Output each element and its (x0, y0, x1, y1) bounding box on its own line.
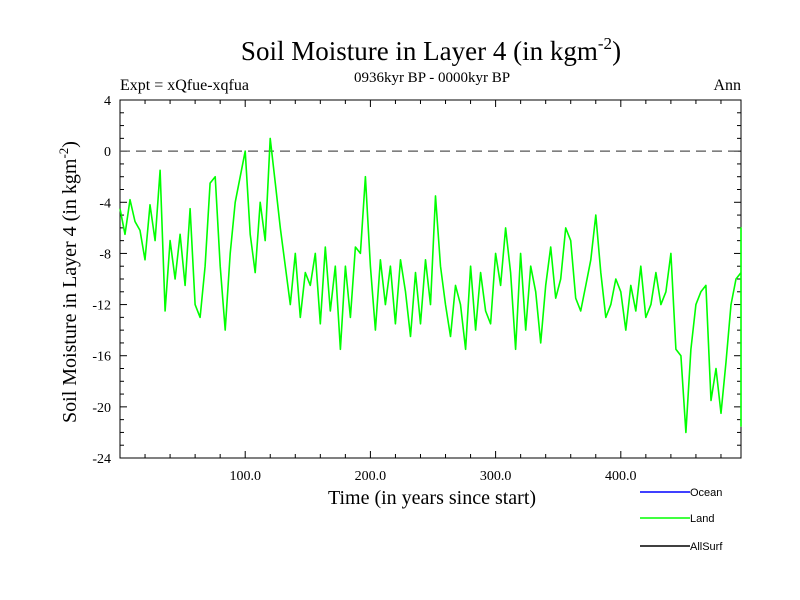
legend-label-allsurf: AllSurf (690, 541, 723, 553)
y-axis-label-tail: ) (59, 141, 81, 148)
x-tick-label: 400.0 (605, 469, 637, 484)
season-label: Ann (713, 77, 741, 94)
x-tick-label: 200.0 (355, 469, 387, 484)
y-tick-label: -12 (92, 299, 111, 314)
y-tick-label: -4 (99, 196, 111, 211)
chart-title-tail: ) (612, 36, 621, 66)
y-tick-label: -16 (92, 350, 111, 365)
svg-text:Soil Moisture in Layer 4 (in k: Soil Moisture in Layer 4 (in kgm-2) (56, 141, 81, 423)
chart-title-superscript: -2 (598, 34, 612, 53)
svg-text:Soil Moisture in Layer 4 (in k: Soil Moisture in Layer 4 (in kgm-2) (241, 34, 621, 66)
legend-label-land: Land (690, 513, 714, 525)
chart-title: Soil Moisture in Layer 4 (in kgm-2) (241, 34, 621, 66)
series-line-land (119, 137, 742, 434)
plot-area: 4 0 -4 -8 -12 -16 -20 -24 100.0 200.0 300.0 400.0 (92, 94, 742, 484)
y-axis-label: Soil Moisture in Layer 4 (in kgm-2) (56, 141, 81, 423)
x-tick-label: 300.0 (480, 469, 512, 484)
legend-label-ocean: Ocean (690, 487, 722, 499)
expt-label: Expt = xQfue-xqfua (120, 77, 249, 94)
plot-frame (119, 99, 742, 459)
y-tick-label: -20 (92, 401, 111, 416)
y-tick-label: 0 (104, 145, 111, 160)
y-tick-label: -8 (99, 247, 111, 262)
y-tick-label: 4 (104, 94, 111, 109)
chart-subtitle: 0936kyr BP - 0000kyr BP (354, 70, 510, 86)
y-axis-label-text: Soil Moisture in Layer 4 (in kgm (59, 158, 81, 423)
y-axis-label-superscript: -2 (56, 148, 71, 159)
legend: Ocean Land AllSurf (640, 487, 723, 553)
chart-title-text: Soil Moisture in Layer 4 (in kgm (241, 36, 598, 66)
x-axis-label: Time (in years since start) (328, 487, 536, 509)
x-tick-label: 100.0 (229, 469, 261, 484)
y-tick-label: -24 (92, 452, 111, 467)
